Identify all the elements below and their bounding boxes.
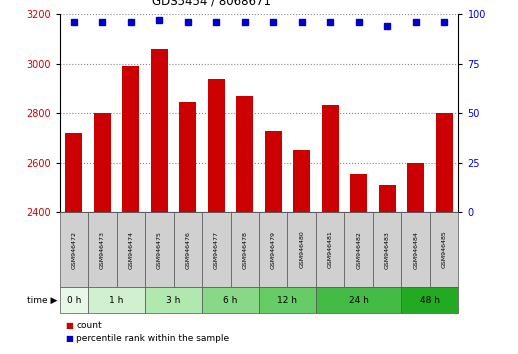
Text: GSM946477: GSM946477 <box>214 230 219 269</box>
Bar <box>436 113 453 212</box>
Text: GSM946484: GSM946484 <box>413 231 418 268</box>
Bar <box>208 79 225 212</box>
Text: 6 h: 6 h <box>223 296 238 304</box>
Text: GSM946473: GSM946473 <box>100 230 105 269</box>
Text: GSM946478: GSM946478 <box>242 231 247 268</box>
Bar <box>322 104 339 212</box>
Bar <box>407 163 424 212</box>
Bar <box>179 102 196 212</box>
Text: 1 h: 1 h <box>109 296 124 304</box>
Text: GSM946475: GSM946475 <box>157 231 162 268</box>
Text: GSM946472: GSM946472 <box>71 230 76 269</box>
Text: 0 h: 0 h <box>67 296 81 304</box>
Text: GSM946483: GSM946483 <box>385 231 390 268</box>
Text: GSM946482: GSM946482 <box>356 231 361 268</box>
Text: GSM946479: GSM946479 <box>271 230 276 269</box>
Text: GSM946480: GSM946480 <box>299 231 304 268</box>
Bar <box>236 96 253 212</box>
Text: time ▶: time ▶ <box>26 296 57 304</box>
Text: 24 h: 24 h <box>349 296 369 304</box>
Text: GSM946481: GSM946481 <box>328 231 333 268</box>
Text: ■: ■ <box>65 333 73 343</box>
Text: GSM946476: GSM946476 <box>185 231 190 268</box>
Text: 48 h: 48 h <box>420 296 440 304</box>
Bar <box>65 133 82 212</box>
Text: GSM946485: GSM946485 <box>442 231 447 268</box>
Text: GSM946474: GSM946474 <box>128 230 133 269</box>
Text: 12 h: 12 h <box>278 296 297 304</box>
Text: GDS5454 / 8068671: GDS5454 / 8068671 <box>152 0 270 7</box>
Bar <box>379 185 396 212</box>
Text: percentile rank within the sample: percentile rank within the sample <box>76 333 229 343</box>
Bar <box>350 174 367 212</box>
Text: ■: ■ <box>65 321 73 330</box>
Bar <box>151 49 168 212</box>
Bar <box>94 113 111 212</box>
Text: 3 h: 3 h <box>166 296 181 304</box>
Text: count: count <box>76 321 102 330</box>
Bar <box>265 131 282 212</box>
Bar <box>293 150 310 212</box>
Bar <box>122 66 139 212</box>
